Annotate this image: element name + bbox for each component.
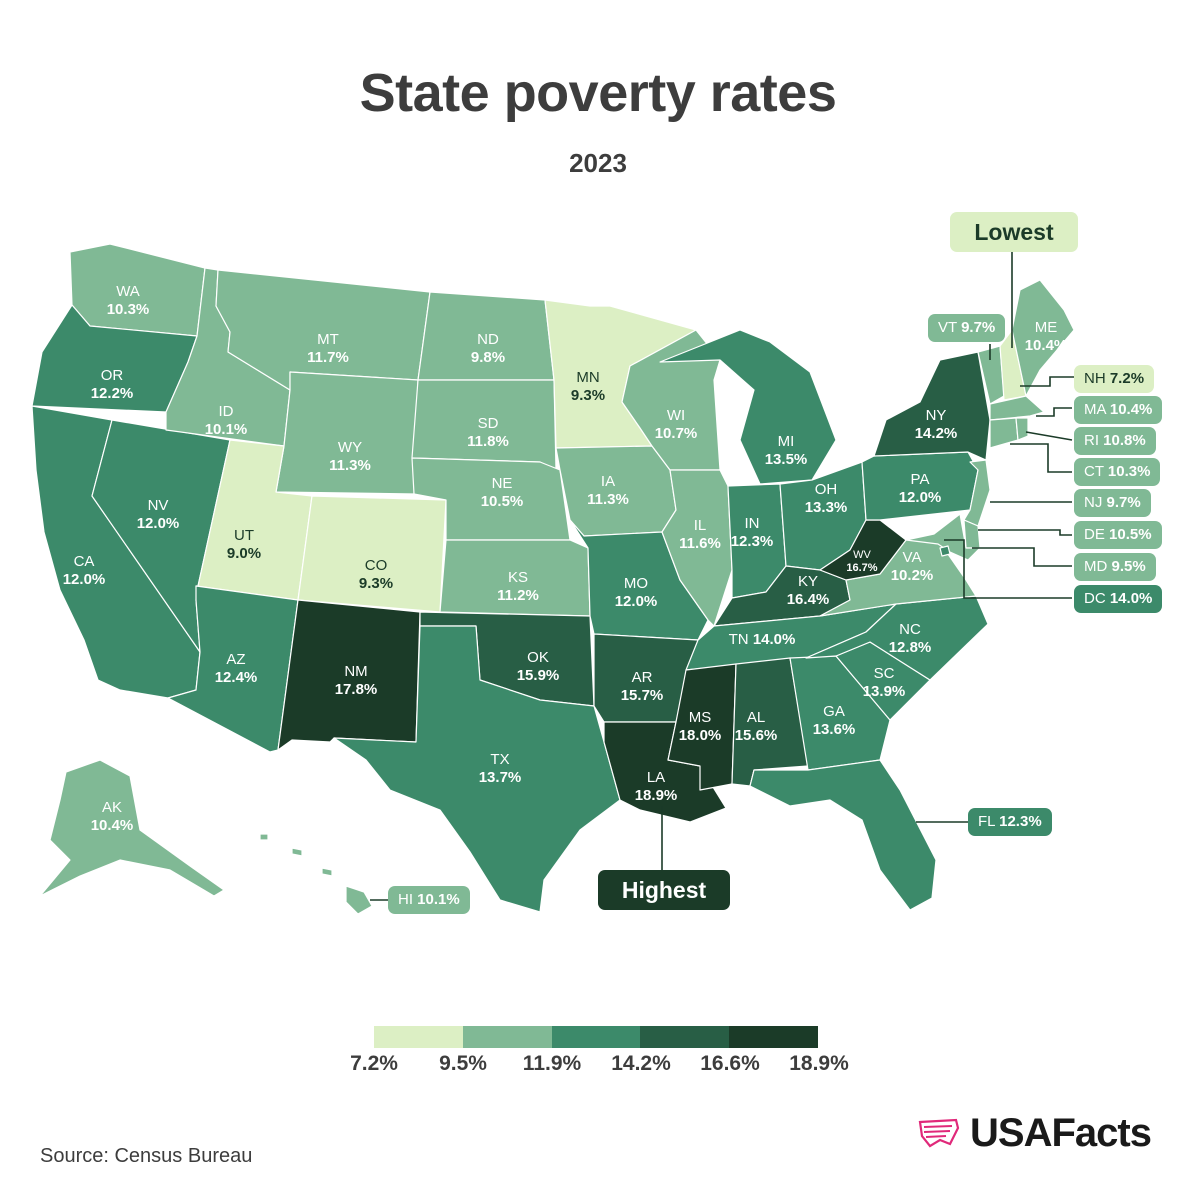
state-label-AL: AL 15.6%	[735, 709, 778, 744]
state-label-SD: SD 11.8%	[467, 415, 509, 450]
state-label-SC: SC 13.9%	[863, 665, 906, 700]
state-label-CO: CO 9.3%	[359, 557, 393, 592]
state-label-NV: NV 12.0%	[137, 497, 180, 532]
legend-bin-3	[551, 1026, 641, 1048]
callout-nh: NH 7.2%	[1074, 365, 1155, 393]
leader-nh	[1020, 376, 1074, 387]
legend-tick: 18.9%	[789, 1052, 849, 1075]
callout-ct: CT 10.3%	[1074, 458, 1161, 486]
state-label-OH: OH 13.3%	[805, 481, 848, 516]
state-label-ID: ID 10.1%	[205, 403, 248, 438]
legend-tick: 14.2%	[611, 1052, 671, 1075]
legend-bin-4	[640, 1026, 730, 1048]
state-label-KS: KS 11.2%	[497, 569, 539, 604]
state-label-WI: WI 10.7%	[655, 407, 698, 442]
state-label-TX: TX 13.7%	[479, 751, 522, 786]
leader-ma	[1036, 407, 1072, 417]
state-DC[interactable]	[939, 545, 951, 557]
usa-flag-map-icon	[918, 1118, 960, 1148]
state-IL[interactable]	[661, 469, 733, 627]
state-label-NC: NC 12.8%	[889, 621, 932, 656]
lowest-badge: Lowest	[950, 212, 1078, 252]
state-label-IA: IA 11.3%	[587, 473, 629, 508]
legend-tick: 7.2%	[350, 1052, 398, 1075]
source-note: Source: Census Bureau	[40, 1145, 253, 1167]
state-label-MN: MN 9.3%	[571, 369, 605, 404]
state-label-MS: MS 18.0%	[679, 709, 722, 744]
callout-de: DE 10.5%	[1074, 521, 1162, 549]
highest-badge: Highest	[598, 870, 730, 910]
state-label-IL: IL 11.6%	[679, 517, 721, 552]
callout-md: MD 9.5%	[1074, 553, 1156, 581]
state-label-GA: GA 13.6%	[813, 703, 856, 738]
state-label-KY: KY 16.4%	[787, 573, 830, 608]
leader-dc	[944, 539, 1072, 599]
state-FL[interactable]	[749, 759, 937, 911]
legend-ticks: 7.2% 9.5% 11.9% 14.2% 16.6% 18.9%	[330, 1052, 870, 1082]
legend-tick: 11.9%	[522, 1052, 582, 1075]
callout-vt: VT 9.7%	[928, 314, 1006, 342]
logo-text: USAFacts	[970, 1110, 1152, 1155]
state-labels: WA 10.3% OR 12.2% CA 12.0% NV 12.0% ID 10.1% MT 11.…	[63, 283, 1068, 834]
legend-bin-5	[729, 1026, 818, 1048]
state-label-WA: WA 10.3%	[107, 283, 150, 318]
state-CO[interactable]	[297, 495, 447, 613]
state-label-WV: WV 16.7%	[846, 549, 877, 574]
state-label-MT: MT 11.7%	[307, 331, 349, 366]
state-label-MO: MO 12.0%	[615, 575, 658, 610]
state-label-AK: AK 10.4%	[91, 799, 134, 834]
usafacts-logo[interactable]: USAFacts	[916, 1108, 1152, 1158]
legend-tick: 9.5%	[439, 1052, 487, 1075]
state-label-ME: ME 10.4%	[1025, 319, 1068, 354]
state-NY[interactable]	[873, 351, 991, 461]
legend-tick: 16.6%	[700, 1052, 760, 1075]
state-label-AR: AR 15.7%	[621, 669, 664, 704]
state-label-AZ: AZ 12.4%	[215, 651, 258, 686]
legend-bin-1	[374, 1026, 463, 1048]
state-MA[interactable]	[989, 395, 1045, 421]
state-label-CA: CA 12.0%	[63, 553, 106, 588]
state-WY[interactable]	[275, 371, 419, 495]
state-label-TN: TN 14.0%	[729, 631, 796, 648]
state-ME[interactable]	[1011, 279, 1075, 397]
state-label-NM: NM 17.8%	[335, 663, 378, 698]
state-RI[interactable]	[1015, 417, 1029, 441]
leader-de	[978, 529, 1072, 536]
leader-md	[972, 547, 1072, 567]
map-subtitle: 2023	[569, 148, 627, 178]
state-label-VA: VA 10.2%	[891, 549, 934, 584]
state-HI[interactable]	[259, 833, 373, 915]
leader-ct	[1010, 443, 1072, 473]
callout-nj: NJ 9.7%	[1074, 489, 1151, 517]
state-label-WY: WY 11.3%	[329, 439, 371, 474]
state-label-IN: IN 12.3%	[731, 515, 774, 550]
color-legend	[374, 1026, 818, 1048]
leader-ri	[1025, 431, 1073, 441]
state-label-MI: MI 13.5%	[765, 433, 808, 468]
state-label-ND: ND 9.8%	[471, 331, 505, 366]
callout-fl: FL 12.3%	[968, 808, 1052, 836]
state-label-NE: NE 10.5%	[481, 475, 524, 510]
state-label-LA: LA 18.9%	[635, 769, 678, 804]
state-label-OR: OR 12.2%	[91, 367, 134, 402]
state-label-NY: NY 14.2%	[915, 407, 958, 442]
legend-bin-2	[462, 1026, 552, 1048]
state-MO[interactable]	[569, 519, 709, 641]
callout-ri: RI 10.8%	[1074, 427, 1156, 455]
callout-ma: MA 10.4%	[1074, 396, 1163, 424]
state-AK[interactable]	[39, 759, 225, 897]
state-label-UT: UT 9.0%	[227, 527, 261, 562]
map-title: State poverty rates	[359, 63, 837, 123]
state-TX[interactable]	[333, 625, 621, 913]
state-label-OK: OK 15.9%	[517, 649, 560, 684]
state-NC[interactable]	[805, 595, 989, 681]
state-label-PA: PA 12.0%	[899, 471, 942, 506]
callout-dc: DC 14.0%	[1074, 585, 1163, 613]
callout-hi: HI 10.1%	[388, 886, 470, 914]
